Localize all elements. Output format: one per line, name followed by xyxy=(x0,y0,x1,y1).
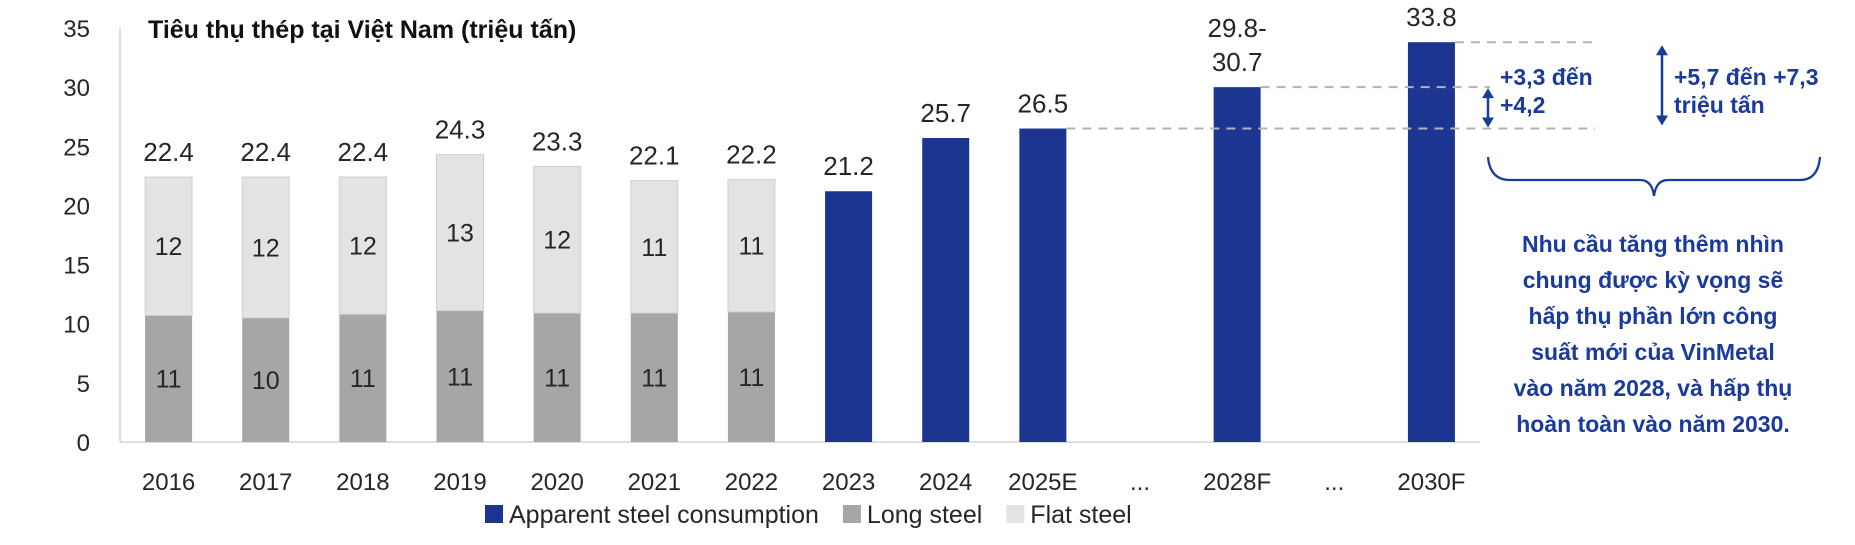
x-tick-label: 2025E xyxy=(1008,469,1077,496)
bar-long-steel xyxy=(630,313,678,442)
curly-brace xyxy=(1486,156,1822,197)
bar-long-steel xyxy=(436,310,484,442)
legend-item: Apparent steel consumption xyxy=(485,501,819,529)
total-value-label: 22.4 xyxy=(338,137,389,167)
x-tick-label: 2021 xyxy=(628,469,681,496)
x-tick-label: 2018 xyxy=(336,469,389,496)
y-tick-label: 20 xyxy=(63,193,90,220)
total-value-label: 22.2 xyxy=(726,139,777,169)
y-tick-label: 5 xyxy=(77,371,90,398)
x-tick-label: 2030F xyxy=(1397,469,1465,496)
total-value-label: 26.5 xyxy=(1018,89,1069,119)
bar-apparent-consumption xyxy=(1407,42,1455,443)
y-tick-label: 10 xyxy=(63,312,90,339)
bar-apparent-consumption xyxy=(825,191,873,442)
total-value-label: 30.7 xyxy=(1212,47,1263,77)
y-tick-label: 0 xyxy=(77,430,90,457)
note-line: suất mới của VinMetal xyxy=(1531,339,1774,365)
legend-item: Flat steel xyxy=(1006,501,1132,529)
total-value-label: 22.1 xyxy=(629,141,680,171)
legend-swatch xyxy=(842,505,861,523)
bar-long-steel xyxy=(339,314,387,442)
x-tick-label: 2024 xyxy=(919,469,972,496)
x-tick-label: 2023 xyxy=(822,469,875,496)
note-line: hấp thụ phần lớn công xyxy=(1529,303,1778,329)
x-tick-label: 2022 xyxy=(725,469,778,496)
bar-apparent-consumption xyxy=(1213,87,1261,443)
bar-long-steel xyxy=(242,317,290,442)
increase-2028-arrow xyxy=(1482,88,1494,128)
long-steel-value-label: 10 xyxy=(252,367,280,395)
increase-2030-label: +5,7 đến +7,3 xyxy=(1674,64,1818,90)
flat-steel-value-label: 11 xyxy=(738,233,764,261)
bar-flat-steel xyxy=(727,178,776,313)
long-steel-value-label: 11 xyxy=(350,365,376,393)
long-steel-value-label: 11 xyxy=(544,365,570,393)
total-value-label: 25.7 xyxy=(920,98,971,128)
long-steel-value-label: 11 xyxy=(447,363,473,391)
increase-2028-label: +4,2 xyxy=(1500,92,1545,118)
legend-label: Long steel xyxy=(867,501,982,529)
flat-steel-value-label: 11 xyxy=(641,234,667,262)
x-tick-label: ... xyxy=(1324,469,1344,496)
long-steel-value-label: 11 xyxy=(738,364,764,392)
bar-flat-steel xyxy=(144,176,193,316)
axes: 0 5 10 15 20 25 30 35 2016 2017 2018 2019 2020 2021 20… xyxy=(63,16,1480,496)
increase-2028-label: +3,3 đến xyxy=(1500,64,1593,90)
increase-2030-arrow xyxy=(1656,45,1668,126)
note-line: vào năm 2028, và hấp thụ xyxy=(1514,375,1793,401)
legend-swatch xyxy=(485,505,503,523)
bar-long-steel xyxy=(533,313,581,442)
bar-apparent-consumption xyxy=(1019,128,1067,443)
flat-steel-value-label: 12 xyxy=(155,233,183,261)
bar-long-steel xyxy=(727,311,775,442)
increase-2030-label: triệu tấn xyxy=(1674,92,1765,118)
bar-flat-steel xyxy=(630,180,679,314)
total-value-label: 22.4 xyxy=(143,137,194,167)
x-tick-label: 2016 xyxy=(142,469,195,496)
x-tick-label: 2017 xyxy=(239,469,292,496)
x-tick-label: 2020 xyxy=(530,469,583,496)
note-line: hoàn toàn vào năm 2030. xyxy=(1516,411,1790,437)
total-value-label: 33.8 xyxy=(1406,2,1457,32)
x-tick-label: 2019 xyxy=(433,469,486,496)
flat-steel-value-label: 12 xyxy=(349,233,377,261)
legend-item: Long steel xyxy=(842,501,982,529)
note-line: chung được kỳ vọng sẽ xyxy=(1523,267,1784,293)
bar-flat-steel xyxy=(436,154,484,312)
y-tick-label: 30 xyxy=(63,75,90,102)
long-steel-value-label: 11 xyxy=(641,365,667,393)
flat-steel-value-label: 12 xyxy=(252,234,280,262)
total-value-label: 22.4 xyxy=(240,137,291,167)
chart-title: Tiêu thụ thép tại Việt Nam (triệu tấn) xyxy=(148,16,576,44)
y-tick-label: 25 xyxy=(63,134,90,161)
bar-flat-steel xyxy=(338,176,387,315)
bar-long-steel xyxy=(145,315,193,442)
total-value-label: 23.3 xyxy=(532,126,583,156)
bar-flat-steel xyxy=(241,176,290,319)
total-value-label: 21.2 xyxy=(823,151,874,181)
x-tick-label: ... xyxy=(1130,469,1150,496)
long-steel-value-label: 11 xyxy=(156,366,182,394)
legend-label: Apparent steel consumption xyxy=(509,501,819,529)
y-tick-label: 15 xyxy=(63,253,90,280)
legend: Apparent steel consumption Long steel Flat… xyxy=(485,501,1132,529)
legend-swatch xyxy=(1006,505,1025,523)
legend-label: Flat steel xyxy=(1030,501,1131,529)
bars: 11 12 10 12 11 12 11 13 11 12 11 11 11 11 22.4 22.4 22.4… xyxy=(143,2,1457,443)
x-tick-label: 2028F xyxy=(1203,469,1271,496)
flat-steel-value-label: 12 xyxy=(543,227,571,255)
total-value-label: 24.3 xyxy=(435,115,486,145)
total-value-label: 29.8- xyxy=(1208,13,1267,43)
note-line: Nhu cầu tăng thêm nhìn xyxy=(1522,231,1784,257)
y-tick-label: 35 xyxy=(63,16,90,43)
flat-steel-value-label: 13 xyxy=(446,220,474,248)
bar-apparent-consumption xyxy=(922,138,970,442)
bar-flat-steel xyxy=(533,165,582,314)
